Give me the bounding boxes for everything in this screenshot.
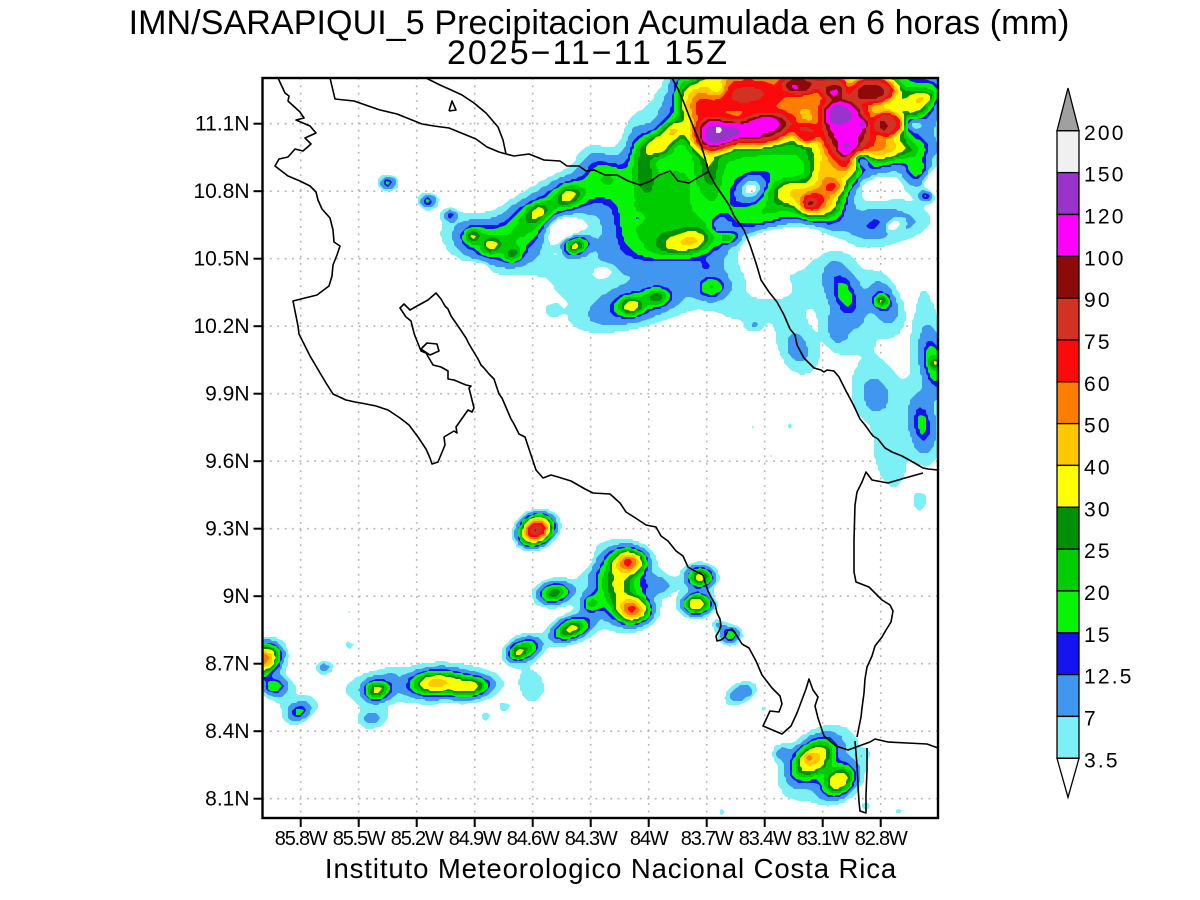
svg-text:11.1N: 11.1N [195, 113, 249, 136]
svg-text:60: 60 [1084, 373, 1112, 396]
svg-text:83.4W: 83.4W [739, 828, 792, 850]
svg-text:84.3W: 84.3W [565, 828, 618, 850]
svg-text:15: 15 [1084, 624, 1112, 647]
svg-text:8.4N: 8.4N [205, 720, 249, 743]
svg-text:9.3N: 9.3N [205, 518, 249, 541]
svg-text:9.9N: 9.9N [205, 383, 249, 406]
svg-text:7: 7 [1084, 707, 1098, 730]
svg-text:25: 25 [1084, 540, 1112, 563]
svg-text:120: 120 [1084, 206, 1126, 229]
svg-text:10.5N: 10.5N [193, 248, 249, 271]
svg-text:84.6W: 84.6W [507, 828, 560, 850]
svg-text:84.9W: 84.9W [449, 828, 502, 850]
svg-text:85.2W: 85.2W [391, 828, 444, 850]
svg-text:84W: 84W [630, 828, 669, 850]
svg-text:9N: 9N [223, 585, 250, 608]
svg-text:30: 30 [1084, 498, 1112, 521]
svg-text:40: 40 [1084, 456, 1112, 479]
svg-text:83.7W: 83.7W [681, 828, 734, 850]
svg-text:75: 75 [1084, 331, 1112, 354]
svg-text:85.5W: 85.5W [333, 828, 386, 850]
svg-text:90: 90 [1084, 289, 1112, 312]
svg-text:10.8N: 10.8N [193, 180, 249, 203]
svg-text:50: 50 [1084, 415, 1112, 438]
svg-text:8.7N: 8.7N [205, 653, 249, 676]
svg-text:150: 150 [1084, 164, 1126, 187]
svg-text:200: 200 [1084, 122, 1126, 145]
svg-text:85.8W: 85.8W [275, 828, 328, 850]
svg-text:10.2N: 10.2N [193, 315, 249, 338]
svg-text:IMN/SARAPIQUI_5 Precipitacion: IMN/SARAPIQUI_5 Precipitacion Acumulada … [129, 4, 1070, 42]
svg-text:8.1N: 8.1N [205, 788, 249, 811]
svg-text:Instituto Meteorologico Nacion: Instituto Meteorologico Nacional Costa R… [325, 853, 897, 884]
svg-text:2025−11−11 15Z: 2025−11−11 15Z [447, 34, 729, 72]
svg-text:12.5: 12.5 [1084, 666, 1134, 689]
svg-text:83.1W: 83.1W [797, 828, 850, 850]
svg-text:9.6N: 9.6N [205, 450, 249, 473]
svg-text:82.8W: 82.8W [855, 828, 908, 850]
svg-text:3.5: 3.5 [1084, 749, 1120, 772]
svg-text:20: 20 [1084, 582, 1112, 605]
svg-text:100: 100 [1084, 247, 1126, 270]
